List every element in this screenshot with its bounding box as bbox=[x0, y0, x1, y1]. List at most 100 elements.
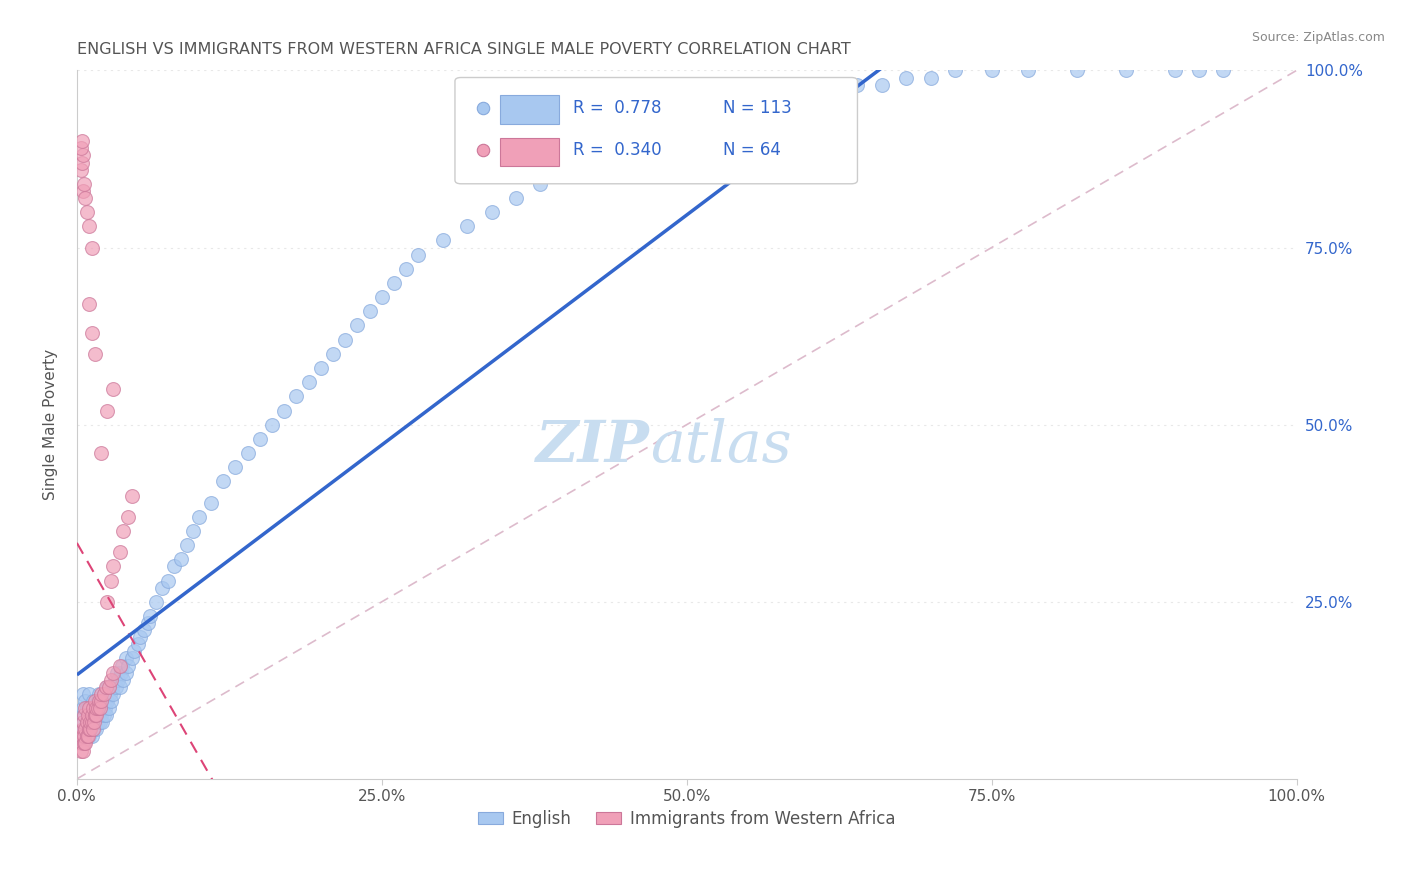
Point bbox=[675, 120, 697, 134]
Point bbox=[72, 715, 94, 730]
Point bbox=[773, 92, 796, 106]
Point bbox=[76, 730, 98, 744]
Point bbox=[150, 581, 173, 595]
Point bbox=[103, 559, 125, 574]
Point bbox=[72, 723, 94, 737]
Point bbox=[505, 191, 527, 205]
Point bbox=[86, 708, 108, 723]
Point bbox=[371, 290, 394, 304]
Point bbox=[76, 701, 98, 715]
Point bbox=[93, 708, 115, 723]
Point bbox=[93, 687, 115, 701]
Point bbox=[943, 63, 966, 78]
Point bbox=[80, 326, 103, 340]
Point bbox=[76, 715, 98, 730]
Point bbox=[273, 403, 295, 417]
Point bbox=[700, 113, 723, 128]
Point bbox=[91, 715, 114, 730]
Text: Source: ZipAtlas.com: Source: ZipAtlas.com bbox=[1251, 31, 1385, 45]
Point bbox=[481, 205, 503, 219]
Point bbox=[104, 673, 127, 687]
Point bbox=[96, 595, 118, 609]
Point bbox=[100, 694, 122, 708]
Point bbox=[80, 708, 103, 723]
Point bbox=[121, 651, 143, 665]
FancyBboxPatch shape bbox=[501, 95, 558, 124]
Point bbox=[136, 615, 159, 630]
Point bbox=[651, 120, 673, 134]
Point bbox=[75, 191, 97, 205]
Point bbox=[724, 106, 747, 120]
Point bbox=[77, 297, 100, 311]
Point bbox=[108, 545, 131, 559]
Point bbox=[114, 665, 136, 680]
Point bbox=[101, 680, 124, 694]
Point bbox=[94, 694, 117, 708]
Point bbox=[920, 70, 942, 85]
Point bbox=[73, 177, 96, 191]
Point bbox=[187, 509, 209, 524]
Point bbox=[472, 144, 495, 158]
Point bbox=[72, 743, 94, 757]
Point bbox=[139, 609, 162, 624]
FancyBboxPatch shape bbox=[456, 78, 858, 184]
Point bbox=[86, 708, 108, 723]
Point bbox=[481, 148, 503, 162]
Point bbox=[76, 708, 98, 723]
Point bbox=[69, 141, 91, 155]
Point bbox=[108, 658, 131, 673]
Point bbox=[408, 247, 430, 261]
Point bbox=[79, 715, 101, 730]
Point bbox=[72, 148, 94, 162]
Point bbox=[1188, 63, 1211, 78]
Point bbox=[76, 715, 98, 730]
Point bbox=[1163, 63, 1185, 78]
Point bbox=[76, 730, 98, 744]
Point bbox=[84, 694, 107, 708]
Point bbox=[86, 723, 108, 737]
Point bbox=[69, 162, 91, 177]
Point bbox=[456, 219, 478, 234]
Point bbox=[103, 382, 125, 396]
Point bbox=[297, 375, 319, 389]
Point bbox=[748, 99, 770, 113]
Point bbox=[87, 694, 110, 708]
Point bbox=[79, 723, 101, 737]
Point bbox=[105, 665, 128, 680]
Y-axis label: Single Male Poverty: Single Male Poverty bbox=[44, 349, 58, 500]
Point bbox=[359, 304, 381, 318]
Point bbox=[107, 673, 129, 687]
Point bbox=[94, 701, 117, 715]
Point bbox=[335, 333, 357, 347]
Point bbox=[100, 574, 122, 588]
Point bbox=[89, 701, 111, 715]
Point bbox=[87, 687, 110, 701]
Point bbox=[1115, 63, 1137, 78]
Point bbox=[1212, 63, 1234, 78]
Point bbox=[70, 134, 93, 148]
Point bbox=[111, 658, 134, 673]
Point bbox=[529, 177, 551, 191]
Point bbox=[90, 694, 112, 708]
Point bbox=[86, 715, 108, 730]
Text: N = 64: N = 64 bbox=[723, 142, 782, 160]
Point bbox=[93, 687, 115, 701]
Point bbox=[97, 680, 120, 694]
Point bbox=[980, 63, 1002, 78]
Point bbox=[157, 574, 180, 588]
Point bbox=[169, 552, 191, 566]
Point bbox=[76, 708, 98, 723]
Point bbox=[823, 85, 845, 99]
Point bbox=[76, 723, 98, 737]
Point bbox=[75, 723, 97, 737]
Point bbox=[896, 70, 918, 85]
Point bbox=[104, 680, 127, 694]
Point bbox=[75, 730, 97, 744]
Point bbox=[285, 389, 308, 403]
Point bbox=[322, 347, 344, 361]
Point bbox=[90, 446, 112, 460]
Point bbox=[96, 403, 118, 417]
Point bbox=[432, 234, 454, 248]
Point bbox=[129, 630, 152, 644]
Point bbox=[73, 730, 96, 744]
